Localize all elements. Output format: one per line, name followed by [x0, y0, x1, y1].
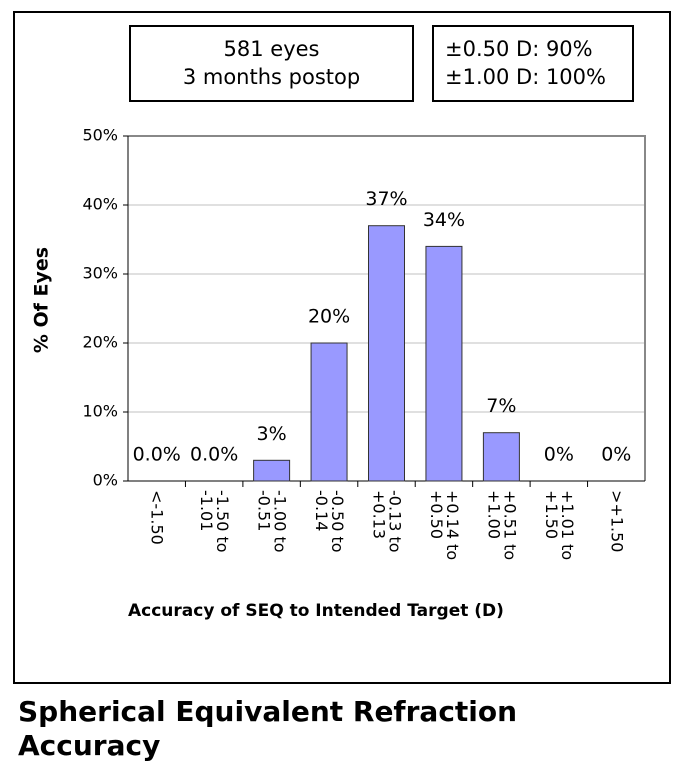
x-tick-label-line: +0.51 to	[501, 490, 520, 560]
value-label: 34%	[423, 209, 465, 231]
y-tick-label: 20%	[82, 333, 118, 352]
y-axis-label: % Of Eyes	[31, 247, 53, 353]
x-tick-label-line: -0.50 to	[329, 490, 348, 553]
title-line: Accuracy	[18, 729, 160, 762]
value-label: 7%	[486, 395, 516, 417]
x-tick-label: >+1.50	[608, 490, 627, 552]
x-tick-label-line: -1.01	[198, 490, 217, 531]
annotation-text: ±1.00 D: 100%	[445, 65, 606, 89]
bar	[310, 342, 348, 482]
value-label: 37%	[365, 188, 407, 210]
value-label: 20%	[308, 306, 350, 328]
x-tick-label: +1.01 to+1.50	[542, 490, 577, 560]
x-tick-label-line: -1.00 to	[271, 490, 290, 553]
x-tick-label-line: -0.13 to	[386, 490, 405, 553]
x-tick-label: +0.51 to+1.00	[485, 490, 520, 560]
value-label: 0.0%	[190, 444, 238, 466]
x-tick-label-line: +0.14 to	[443, 490, 462, 560]
x-tick-label: -1.00 to-0.51	[255, 490, 290, 553]
annotation-text: 581 eyes	[224, 37, 320, 61]
value-label: 3%	[257, 423, 287, 445]
x-tick-label: <-1.50	[148, 490, 167, 545]
x-tick-label-line: -0.14	[313, 490, 332, 531]
x-tick-label: -0.13 to+0.13	[370, 490, 405, 553]
x-tick-label: -0.50 to-0.14	[313, 490, 348, 553]
x-tick-label: -1.50 to-1.01	[198, 490, 233, 553]
y-tick-label: 50%	[82, 126, 118, 145]
value-label: 0%	[544, 444, 574, 466]
x-tick-label-line: +1.50	[542, 490, 561, 539]
x-tick-label-line: +1.00	[485, 490, 504, 539]
value-label: 0.0%	[133, 444, 181, 466]
x-tick-label-line: -1.50 to	[214, 490, 233, 553]
bar	[253, 459, 291, 482]
y-tick-label: 30%	[82, 264, 118, 283]
x-tick-label-line: -0.51	[255, 490, 274, 531]
bar	[368, 225, 405, 482]
annotation-text: 3 months postop	[183, 65, 360, 89]
y-tick-label: 10%	[82, 402, 118, 421]
annotation-box	[432, 25, 634, 102]
x-tick-label: +0.14 to+0.50	[427, 490, 462, 560]
x-tick-label-line: >+1.50	[608, 490, 627, 552]
y-tick-label: 40%	[82, 195, 118, 214]
x-tick-label-line: +1.01 to	[558, 490, 577, 560]
bar	[425, 245, 463, 482]
plot-border	[128, 135, 646, 481]
annotation-text: ±0.50 D: 90%	[445, 37, 593, 61]
x-tick-label-line: +0.50	[427, 490, 446, 539]
x-axis-label: Accuracy of SEQ to Intended Target (D)	[128, 601, 504, 621]
x-tick-label-line: <-1.50	[148, 490, 167, 545]
value-label: 0%	[601, 444, 631, 466]
annotation-box	[129, 25, 414, 102]
bar	[482, 432, 520, 482]
x-tick-label-line: +0.13	[370, 490, 389, 539]
frame	[13, 11, 671, 684]
title-line: Spherical Equivalent Refraction	[18, 695, 517, 728]
y-tick-label: 0%	[93, 471, 118, 490]
